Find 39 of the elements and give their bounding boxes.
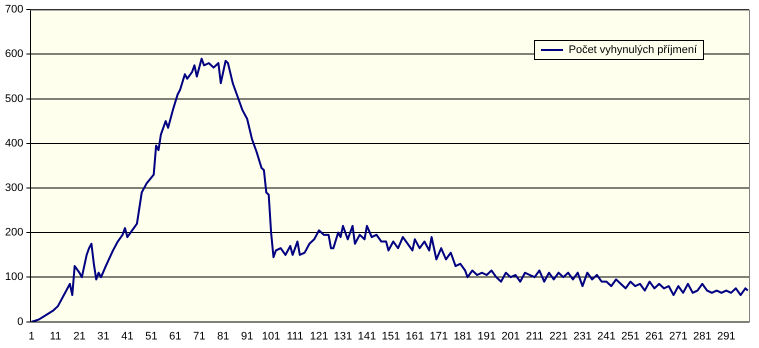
x-tick-label: 291 bbox=[717, 330, 736, 342]
x-tick-label: 101 bbox=[262, 330, 280, 342]
y-tick-label: 100 bbox=[4, 271, 24, 284]
x-tick-label: 91 bbox=[241, 330, 254, 342]
x-tick-label: 51 bbox=[145, 330, 158, 342]
x-tick-label: 281 bbox=[693, 330, 712, 342]
y-tick-label: 600 bbox=[4, 48, 24, 60]
y-tick-label: 200 bbox=[4, 226, 24, 239]
x-tick-label: 71 bbox=[193, 330, 206, 342]
y-tick-label: 500 bbox=[4, 92, 24, 105]
x-tick-label: 251 bbox=[621, 330, 640, 342]
x-tick-label: 161 bbox=[406, 330, 424, 342]
y-tick-label: 700 bbox=[4, 4, 24, 16]
y-tick-label: 400 bbox=[4, 137, 24, 150]
x-tick-label: 141 bbox=[358, 330, 376, 342]
x-tick-label: 61 bbox=[169, 330, 182, 342]
x-tick-label: 201 bbox=[501, 330, 520, 342]
x-tick-label: 1 bbox=[28, 330, 35, 342]
x-tick-label: 81 bbox=[217, 330, 230, 342]
x-tick-label: 191 bbox=[478, 330, 496, 342]
legend-label: Počet vyhynulých příjmení bbox=[568, 44, 697, 56]
x-tick-label: 221 bbox=[549, 330, 568, 342]
x-tick-label: 241 bbox=[597, 330, 616, 342]
x-tick-label: 111 bbox=[286, 330, 304, 342]
x-tick-label: 261 bbox=[645, 330, 664, 342]
x-tick-label: 41 bbox=[121, 330, 134, 342]
x-tick-label: 31 bbox=[97, 330, 110, 342]
x-tick-label: 21 bbox=[73, 330, 86, 342]
x-tick-label: 171 bbox=[430, 330, 448, 342]
x-tick-label: 121 bbox=[310, 330, 328, 342]
x-tick-label: 131 bbox=[334, 330, 352, 342]
x-tick-label: 211 bbox=[526, 330, 544, 342]
y-tick-label: 0 bbox=[17, 316, 24, 328]
x-tick-label: 181 bbox=[454, 330, 472, 342]
y-tick-label: 300 bbox=[4, 182, 24, 194]
x-tick-label: 151 bbox=[382, 330, 400, 342]
x-tick-label: 11 bbox=[50, 330, 62, 342]
x-tick-label: 231 bbox=[573, 330, 592, 342]
x-tick-label: 271 bbox=[669, 330, 688, 342]
